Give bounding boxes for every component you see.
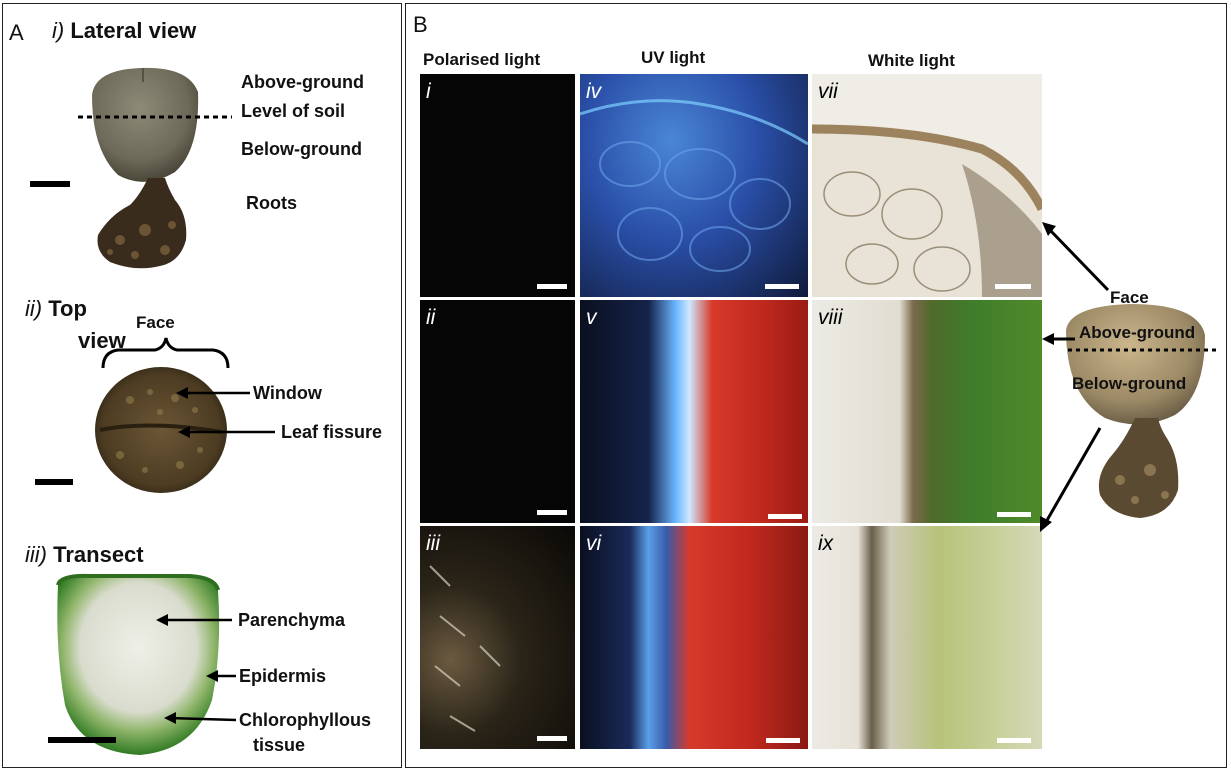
micrograph-label-vi: vi (586, 532, 602, 555)
micrograph-label-viii: viii (818, 306, 843, 329)
label-parenchyma: Parenchyma (238, 610, 346, 630)
micrograph-label-iii: iii (426, 532, 440, 555)
label-above-ground: Above-ground (241, 72, 364, 92)
scale-bar-iv (765, 284, 799, 289)
micrograph-label-ix: ix (818, 532, 834, 555)
label-roots: Roots (246, 193, 297, 213)
transect-heading: iii) Transect (25, 542, 144, 568)
micrograph-iii: iii (420, 526, 575, 749)
label-face-top: Face (136, 313, 175, 332)
scale-bar-vii (995, 284, 1031, 289)
top-title-line1: Top (48, 296, 87, 321)
column-header-polarised: Polarised light (423, 50, 541, 69)
panel-a (2, 3, 402, 768)
panel-a-letter: A (9, 20, 24, 45)
label-tissue: tissue (253, 735, 306, 755)
label-window: Window (253, 383, 322, 403)
side-label-face: Face (1110, 288, 1149, 307)
scale-bar-ii (537, 510, 567, 515)
scale-bar-iii (537, 736, 567, 741)
label-epidermis: Epidermis (239, 666, 327, 686)
polarised-crystals-iii (429, 565, 501, 732)
column-header-white: White light (868, 51, 955, 70)
micrograph-viii: viii (812, 300, 1042, 523)
white-cells-vii (812, 74, 1042, 297)
lateral-numeral: i) (52, 18, 65, 43)
scale-bar-ix (997, 738, 1031, 743)
label-chlorophyllous: Chlorophyllous (239, 710, 371, 730)
micrograph-ix: ix (812, 526, 1042, 749)
panel-b (405, 3, 1227, 768)
top-view-heading-line2: view (78, 328, 126, 353)
scale-bar-v (768, 514, 802, 519)
scale-bar-vi (766, 738, 800, 743)
label-below-ground: Below-ground (241, 139, 362, 159)
micrograph-label-ii: ii (426, 306, 436, 329)
scale-bar-i (537, 284, 567, 289)
micrograph-i: i (420, 74, 575, 297)
label-level-of-soil: Level of soil (241, 101, 346, 121)
transect-numeral: iii) (25, 542, 47, 567)
micrograph-ii: ii (420, 300, 575, 523)
micrograph-label-i: i (426, 80, 431, 103)
column-header-uv: UV light (641, 48, 706, 67)
lateral-view-heading: i) Lateral view (52, 18, 196, 44)
scale-bar-viii (997, 512, 1031, 517)
uv-cells-iv (580, 99, 808, 272)
micrograph-iv: iv (580, 74, 808, 297)
top-view-heading-line1: ii) Top (25, 296, 87, 322)
micrograph-label-v: v (586, 306, 597, 329)
micrograph-label-vii: vii (818, 80, 838, 103)
transect-title: Transect (53, 542, 144, 567)
lateral-title: Lateral view (70, 18, 197, 43)
micrograph-label-iv: iv (586, 80, 602, 103)
micrograph-vii: vii (812, 74, 1042, 297)
side-label-above-ground: Above-ground (1079, 323, 1196, 342)
label-leaf-fissure: Leaf fissure (281, 422, 383, 442)
micrograph-vi: vi (580, 526, 808, 749)
side-label-below-ground: Below-ground (1072, 374, 1187, 393)
top-numeral: ii) (25, 296, 43, 321)
micrograph-v: v (580, 300, 808, 523)
panel-b-letter: B (413, 12, 428, 37)
